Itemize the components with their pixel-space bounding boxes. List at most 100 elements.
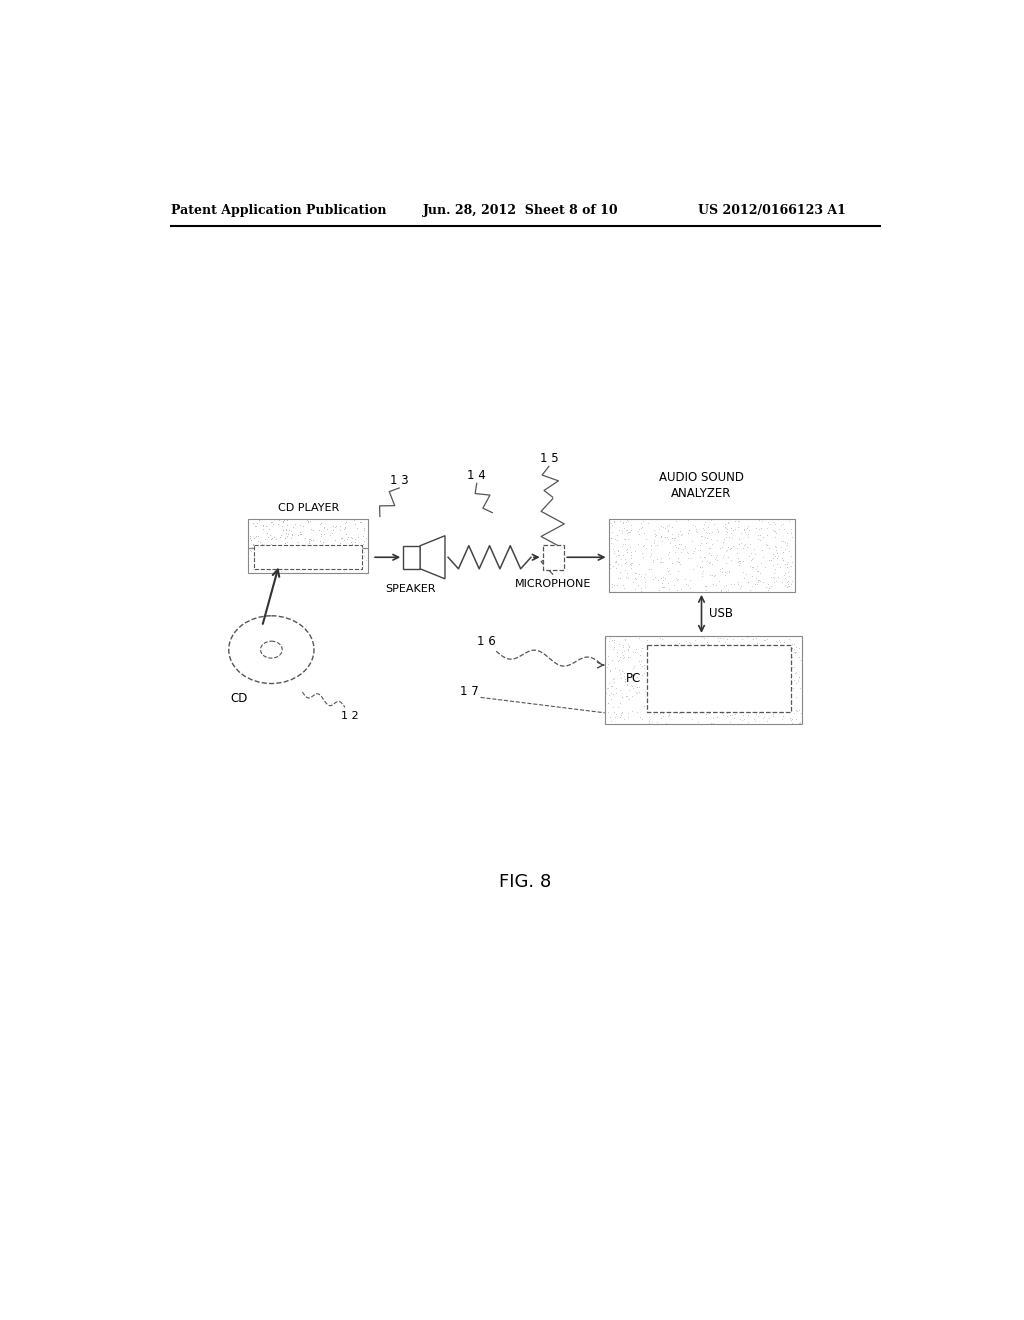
Point	[658, 671, 675, 692]
Point	[627, 578, 643, 599]
Point	[735, 704, 752, 725]
Point	[284, 550, 300, 572]
Point	[681, 632, 697, 653]
Point	[352, 548, 369, 569]
Point	[615, 640, 632, 661]
Point	[659, 544, 676, 565]
Point	[736, 657, 753, 678]
Point	[667, 574, 683, 595]
Point	[775, 706, 792, 727]
Point	[246, 536, 262, 557]
Point	[247, 515, 263, 536]
Point	[767, 520, 783, 541]
Point	[717, 684, 733, 705]
Point	[719, 628, 735, 649]
Point	[759, 628, 775, 649]
Point	[313, 524, 330, 545]
Point	[667, 535, 683, 556]
Point	[620, 541, 636, 562]
Point	[717, 561, 733, 582]
Point	[604, 573, 621, 594]
Point	[325, 516, 341, 537]
Point	[761, 577, 777, 598]
Point	[606, 543, 623, 564]
Point	[716, 528, 732, 549]
Point	[694, 648, 711, 669]
Point	[613, 661, 630, 682]
Point	[719, 540, 735, 561]
Point	[701, 537, 718, 558]
Point	[347, 532, 364, 553]
Point	[750, 561, 766, 582]
Point	[745, 647, 762, 668]
Point	[654, 669, 671, 690]
Point	[658, 557, 675, 578]
Point	[646, 529, 663, 550]
Point	[634, 516, 650, 537]
Point	[765, 520, 781, 541]
Point	[752, 529, 768, 550]
Bar	[608, 519, 795, 591]
Point	[627, 562, 643, 583]
Point	[743, 702, 760, 723]
Point	[659, 515, 676, 536]
Point	[686, 660, 702, 681]
Point	[729, 696, 745, 717]
Point	[675, 702, 691, 723]
Point	[776, 568, 793, 589]
Point	[671, 561, 687, 582]
Point	[749, 574, 765, 595]
Point	[633, 581, 649, 602]
Point	[618, 540, 635, 561]
Point	[754, 510, 770, 531]
Point	[303, 541, 319, 562]
Point	[621, 521, 637, 543]
Point	[707, 660, 723, 681]
Point	[766, 647, 782, 668]
Point	[698, 579, 715, 601]
Text: MICROPHONE: MICROPHONE	[515, 578, 592, 589]
Point	[727, 704, 743, 725]
Point	[351, 537, 368, 558]
Point	[626, 655, 642, 676]
Point	[745, 669, 762, 690]
Point	[688, 554, 705, 576]
Point	[599, 677, 615, 698]
Point	[343, 527, 359, 548]
Point	[723, 517, 739, 539]
Point	[245, 533, 261, 554]
Point	[651, 673, 668, 694]
Point	[328, 516, 344, 537]
Point	[645, 700, 662, 721]
Point	[753, 677, 769, 698]
Point	[712, 537, 728, 558]
Point	[604, 649, 621, 671]
Point	[699, 690, 716, 711]
Point	[616, 549, 633, 570]
Point	[278, 523, 294, 544]
Point	[757, 634, 773, 655]
Point	[608, 677, 625, 698]
Point	[769, 698, 785, 719]
Point	[673, 690, 689, 711]
Point	[678, 573, 694, 594]
Point	[772, 639, 788, 660]
Point	[339, 528, 355, 549]
Point	[696, 576, 713, 597]
Point	[644, 697, 660, 718]
Point	[673, 541, 689, 562]
Point	[669, 676, 685, 697]
Point	[620, 639, 636, 660]
Point	[688, 519, 705, 540]
Point	[743, 543, 760, 564]
Point	[702, 713, 719, 734]
Point	[634, 638, 650, 659]
Point	[611, 511, 628, 532]
Point	[250, 529, 266, 550]
Point	[653, 552, 670, 573]
Point	[720, 546, 736, 568]
Point	[659, 648, 676, 669]
Point	[631, 564, 647, 585]
Point	[775, 541, 792, 562]
Point	[264, 548, 281, 569]
